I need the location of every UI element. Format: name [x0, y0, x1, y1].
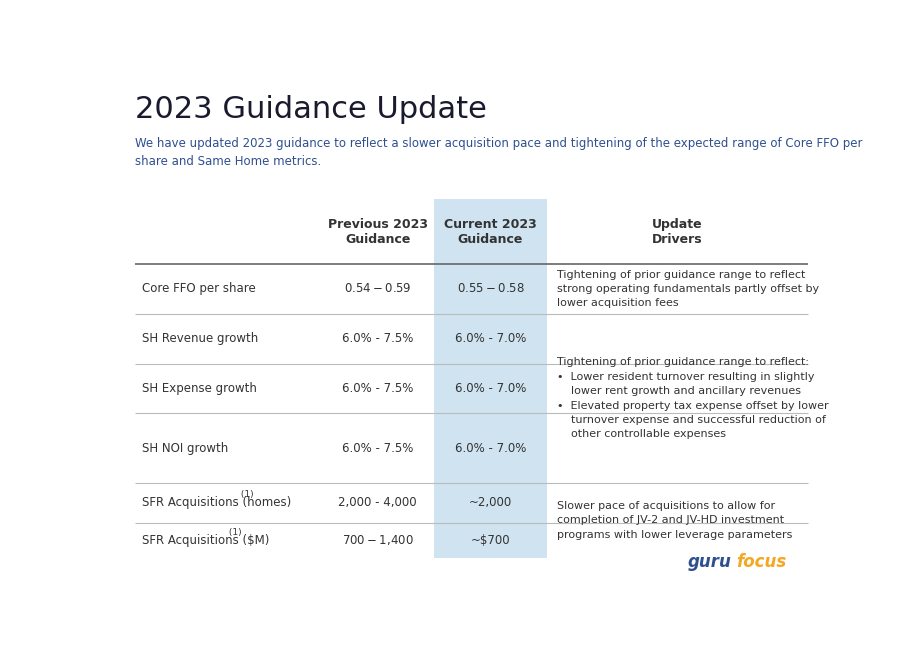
Text: SH Expense growth: SH Expense growth: [142, 382, 256, 395]
Text: $700 - $1,400: $700 - $1,400: [342, 533, 414, 547]
Text: Tightening of prior guidance range to reflect:
•  Lower resident turnover result: Tightening of prior guidance range to re…: [557, 357, 829, 439]
Text: Previous 2023
Guidance: Previous 2023 Guidance: [328, 218, 428, 245]
Text: 6.0% - 7.5%: 6.0% - 7.5%: [342, 382, 414, 395]
Text: 6.0% - 7.0%: 6.0% - 7.0%: [454, 442, 526, 455]
Text: 2023 Guidance Update: 2023 Guidance Update: [135, 95, 486, 124]
Text: 6.0% - 7.5%: 6.0% - 7.5%: [342, 442, 414, 455]
Text: guru: guru: [688, 553, 732, 571]
Text: We have updated 2023 guidance to reflect a slower acquisition pace and tightenin: We have updated 2023 guidance to reflect…: [135, 137, 863, 168]
Text: Update
Drivers: Update Drivers: [652, 218, 703, 245]
Text: ~2,000: ~2,000: [469, 496, 512, 509]
Text: SH NOI growth: SH NOI growth: [142, 442, 228, 455]
Text: SFR Acquisitions (homes): SFR Acquisitions (homes): [142, 496, 291, 509]
Text: $0.54 - $0.59: $0.54 - $0.59: [345, 282, 412, 295]
Text: 2,000 - 4,000: 2,000 - 4,000: [338, 496, 417, 509]
Bar: [435, 200, 547, 557]
Text: 6.0% - 7.0%: 6.0% - 7.0%: [454, 382, 526, 395]
Text: (1): (1): [238, 490, 254, 499]
Text: Slower pace of acquisitions to allow for
completion of JV-2 and JV-HD investment: Slower pace of acquisitions to allow for…: [557, 501, 793, 539]
Text: 6.0% - 7.0%: 6.0% - 7.0%: [454, 332, 526, 345]
Text: ~$700: ~$700: [471, 534, 510, 547]
Text: SH Revenue growth: SH Revenue growth: [142, 332, 258, 345]
Text: focus: focus: [735, 553, 786, 571]
Text: (1): (1): [226, 528, 242, 537]
Text: SFR Acquisitions ($M): SFR Acquisitions ($M): [142, 534, 269, 547]
Text: $0.55 - $0.58: $0.55 - $0.58: [456, 282, 524, 295]
Text: Tightening of prior guidance range to reflect
strong operating fundamentals part: Tightening of prior guidance range to re…: [557, 269, 820, 308]
Text: 6.0% - 7.5%: 6.0% - 7.5%: [342, 332, 414, 345]
Text: Current 2023
Guidance: Current 2023 Guidance: [445, 218, 537, 245]
Text: Core FFO per share: Core FFO per share: [142, 282, 255, 295]
